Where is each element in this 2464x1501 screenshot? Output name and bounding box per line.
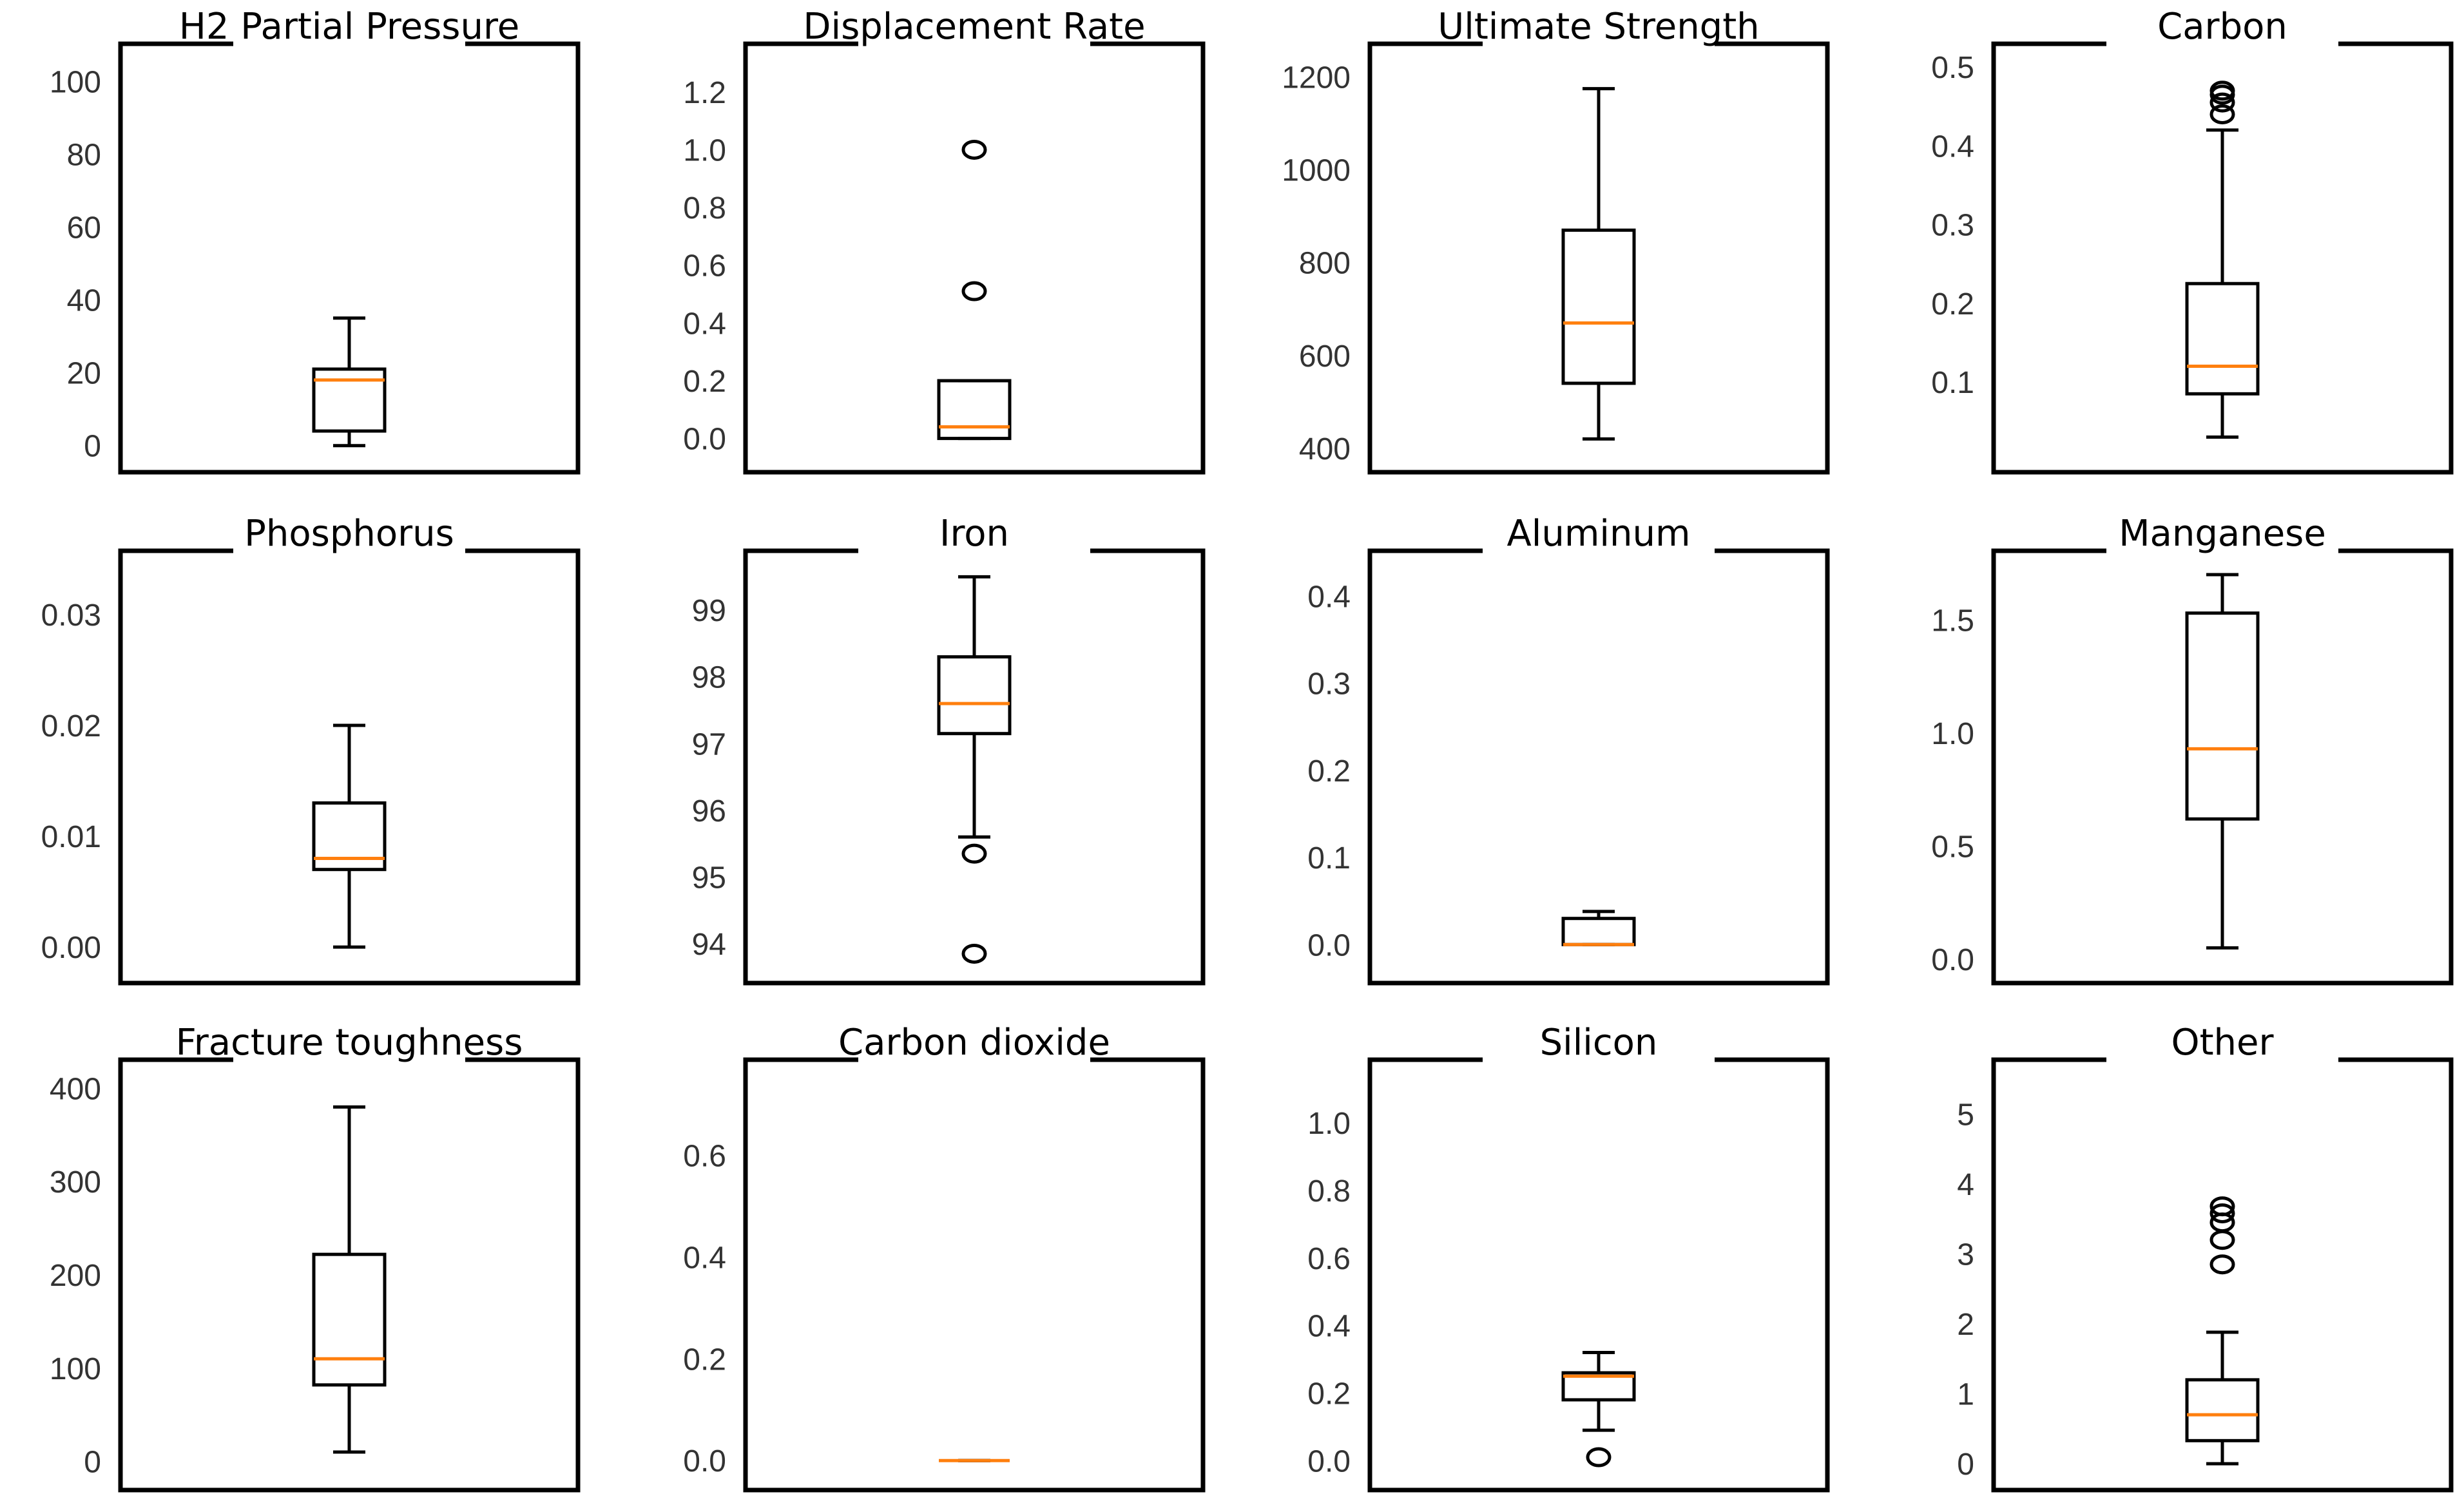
y-tick-label: 0.2 [1307, 1377, 1351, 1411]
y-tick-label: 0.0 [1307, 928, 1351, 962]
y-tick-label: 400 [1299, 432, 1351, 466]
outlier-point [2209, 104, 2235, 124]
y-tick-label: 800 [1299, 247, 1351, 281]
outlier-point [2209, 1196, 2235, 1217]
y-tick-label: 1.0 [1931, 717, 1974, 751]
iqr-box [1561, 917, 1636, 946]
iqr-box [2185, 282, 2260, 396]
y-tick-label: 0.3 [1931, 209, 1974, 243]
y-tick-label: 0.0 [1307, 1444, 1351, 1478]
y-tick-label: 0.4 [1931, 129, 1974, 164]
y-tick-label: 0.8 [1307, 1174, 1351, 1209]
iqr-box [2185, 611, 2260, 821]
y-tick-label: 0.00 [41, 931, 101, 965]
y-tick-label: 5 [1957, 1098, 1974, 1132]
iqr-box [312, 1252, 387, 1387]
iqr-box [312, 367, 387, 433]
iqr-box [937, 655, 1012, 736]
y-tick-label: 100 [50, 65, 101, 99]
y-tick-label: 0.0 [683, 423, 726, 457]
y-tick-label: 0.1 [1931, 366, 1974, 400]
y-tick-label: 1.5 [1931, 604, 1974, 638]
panel-title: Carbon dioxide [838, 1022, 1110, 1064]
panel-title: H2 Partial Pressure [179, 6, 519, 48]
y-tick-label: 99 [692, 594, 726, 628]
y-tick-label: 0.0 [1931, 943, 1974, 977]
y-tick-label: 0.02 [41, 709, 101, 743]
outlier-point [961, 843, 987, 864]
outlier-point [2209, 1203, 2235, 1223]
y-tick-label: 0 [84, 430, 101, 464]
y-tick-label: 300 [50, 1165, 101, 1200]
y-tick-label: 1.0 [1307, 1107, 1351, 1141]
panel-title: Ultimate Strength [1438, 6, 1759, 48]
y-tick-label: 200 [50, 1259, 101, 1293]
outlier-point [1586, 1447, 1612, 1468]
panel-title: Phosphorus [244, 513, 454, 555]
iqr-box [1561, 228, 1636, 385]
iqr-box [937, 379, 1012, 441]
y-tick-label: 0.03 [41, 598, 101, 633]
panel-title: Manganese [2119, 513, 2326, 555]
y-tick-label: 0.6 [683, 1139, 726, 1173]
panel-title: Other [2171, 1022, 2274, 1064]
iqr-box [1561, 1371, 1636, 1402]
y-tick-label: 94 [692, 928, 726, 962]
outlier-point [961, 139, 987, 160]
y-tick-label: 0.2 [683, 365, 726, 399]
outlier-point [2209, 1230, 2235, 1250]
y-tick-label: 0.4 [1307, 1310, 1351, 1344]
panel-title: Carbon [2157, 6, 2287, 48]
y-tick-label: 0.4 [683, 307, 726, 341]
y-tick-label: 0.3 [1307, 667, 1351, 702]
panel-title: Displacement Rate [803, 6, 1145, 48]
outlier-point [961, 943, 987, 964]
panel-title: Fracture toughness [176, 1022, 523, 1064]
y-tick-label: 1 [1957, 1378, 1974, 1412]
y-tick-label: 1.0 [683, 133, 726, 167]
y-tick-label: 400 [50, 1072, 101, 1106]
y-tick-label: 20 [67, 357, 101, 391]
iqr-box [312, 801, 387, 872]
y-tick-label: 0.2 [1307, 754, 1351, 789]
y-tick-label: 0.2 [683, 1343, 726, 1377]
y-tick-label: 60 [67, 211, 101, 245]
y-tick-label: 600 [1299, 339, 1351, 374]
y-tick-label: 1000 [1282, 154, 1351, 188]
y-tick-label: 96 [692, 794, 726, 828]
y-tick-label: 100 [50, 1352, 101, 1386]
y-tick-label: 0 [84, 1446, 101, 1480]
y-tick-label: 80 [67, 138, 101, 172]
y-tick-label: 0.1 [1307, 841, 1351, 875]
y-tick-label: 0.6 [1307, 1242, 1351, 1276]
y-tick-label: 3 [1957, 1238, 1974, 1272]
y-tick-label: 0 [1957, 1448, 1974, 1482]
y-tick-label: 1200 [1282, 61, 1351, 95]
y-tick-label: 0.0 [683, 1444, 726, 1478]
outlier-point [2209, 81, 2235, 101]
y-tick-label: 0.6 [683, 249, 726, 283]
outlier-point [961, 281, 987, 301]
y-tick-label: 2 [1957, 1308, 1974, 1342]
panel-title: Aluminum [1506, 513, 1690, 555]
y-tick-label: 97 [692, 727, 726, 761]
panel-title: Silicon [1540, 1022, 1658, 1064]
y-tick-label: 0.5 [1931, 51, 1974, 85]
y-tick-label: 0.01 [41, 820, 101, 854]
y-tick-label: 0.2 [1931, 287, 1974, 321]
y-tick-label: 98 [692, 661, 726, 695]
y-tick-label: 1.2 [683, 76, 726, 110]
y-tick-label: 0.4 [683, 1241, 726, 1275]
y-tick-label: 0.5 [1931, 830, 1974, 864]
y-tick-label: 0.8 [683, 191, 726, 225]
y-tick-label: 0.4 [1307, 580, 1351, 615]
y-tick-label: 95 [692, 861, 726, 895]
y-tick-label: 40 [67, 284, 101, 318]
y-tick-label: 4 [1957, 1168, 1974, 1202]
outlier-point [2209, 92, 2235, 113]
panel-title: Iron [939, 513, 1009, 555]
iqr-box [2185, 1378, 2260, 1442]
outlier-point [2209, 1254, 2235, 1275]
